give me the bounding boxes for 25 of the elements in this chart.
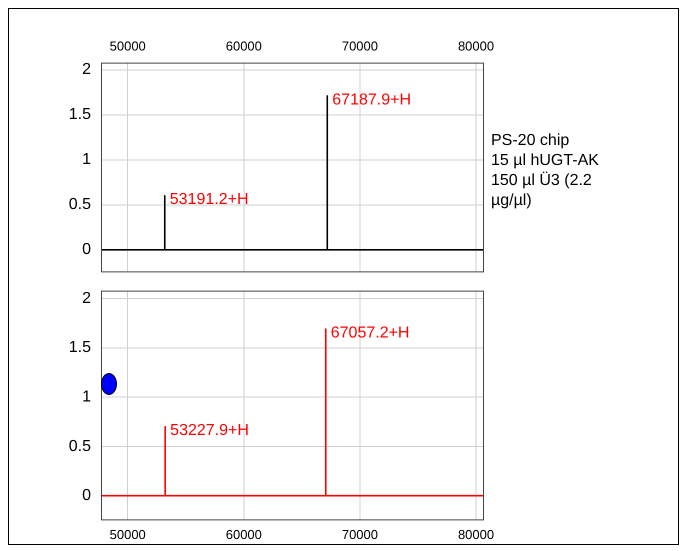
y-tick-label: 1.5	[68, 106, 92, 124]
y-tick-label: 0.5	[68, 438, 92, 455]
y-tick-label: 1	[82, 151, 92, 168]
annotation: 53191.2+H	[170, 191, 248, 208]
y-tick-label: 1.5	[68, 339, 92, 356]
y-tick-label: 2	[82, 61, 92, 78]
y-tick-label: 0	[82, 487, 92, 504]
y-tick-label: 2	[82, 290, 92, 307]
y-tick-label: 0	[82, 241, 92, 258]
annotation: 67057.2+H	[330, 324, 410, 342]
x-tick-label: 50000	[110, 38, 146, 54]
x-tick-label: 80000	[458, 38, 494, 54]
x-tick-label: 60000	[226, 526, 262, 542]
x-tick-label: 70000	[342, 526, 378, 542]
annotation: 53227.9+H	[170, 422, 249, 440]
text: 15 µl hUGT-AK	[491, 151, 600, 171]
text: PS-20 chip	[491, 131, 570, 151]
text: 150 µl Ü3 (2.2 µg/µl)	[491, 171, 593, 211]
annotation: 67187.9+H	[332, 91, 412, 108]
x-tick-label: 80000	[458, 526, 494, 542]
y-tick-label: 1	[82, 388, 92, 406]
x-tick-label: 70000	[342, 38, 378, 54]
y-tick-label: 0.5	[68, 196, 92, 214]
x-tick-label: 60000	[226, 38, 262, 54]
x-tick-label: 50000	[110, 526, 146, 542]
